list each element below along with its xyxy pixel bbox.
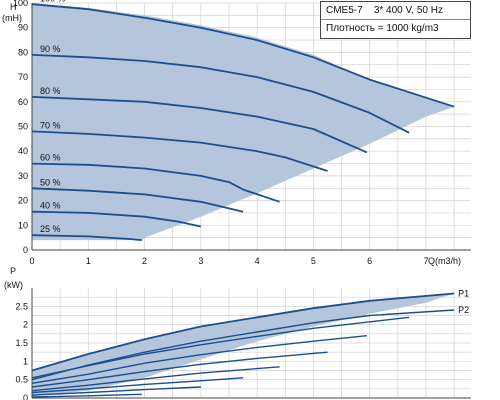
power-chart-tick-labels: 0 0.5 1 1.5 2 2.5 [15,301,28,400]
head-tick-label: 80 [18,47,28,57]
speed-label: 60 % [40,153,61,163]
legend-divider [321,19,470,20]
power-curve [31,335,367,384]
speed-label: 40 % [40,201,61,211]
head-chart-tick-labels: 0 10 20 30 40 50 60 70 80 90 100 0 1 2 3 4 5 6 7 [13,0,429,266]
flow-tick-label: 1 [86,256,91,266]
power-operating-envelope [32,293,455,397]
power-tick-label: 0 [23,393,28,400]
power-chart-envelope [32,293,455,397]
flow-tick-label: 2 [142,256,147,266]
power-curve [31,309,455,381]
power-curve [31,386,201,396]
flow-axis-label: Q(m3/h) [428,256,461,266]
power-supply: 3* 400 V, 50 Hz [373,5,443,16]
flow-tick-label: 5 [311,256,316,266]
head-curve-70-percent [31,130,328,172]
power-curve [31,292,455,372]
head-tick-label: 20 [18,196,28,206]
power-chart-curve-labels: P1 P2 [458,289,469,316]
power-axis-label: P [10,266,16,276]
power-series-label: P2 [458,305,469,315]
power-chart-axes [31,288,471,399]
head-chart-curves [31,3,455,241]
power-curve [31,366,280,392]
head-axis-label: H [10,2,17,12]
speed-label: 90 % [40,44,61,54]
flow-tick-label: 3 [198,256,203,266]
head-tick-label: 60 [18,97,28,107]
power-series-label: P1 [458,289,469,299]
power-curve [31,316,410,379]
pump-model: CME5-7 [326,5,363,16]
speed-label: 25 % [40,224,61,234]
head-curve-100-percent [31,3,455,108]
head-tick-label: 90 [18,23,28,33]
head-curve-80-percent [31,96,368,154]
head-chart-curve-labels: 100 % 90 % 80 % 70 % 60 % 50 % 40 % 25 % [40,0,66,234]
flow-tick-label: 4 [255,256,260,266]
speed-label: 50 % [40,177,61,187]
head-operating-envelope [32,3,455,241]
head-tick-label: 40 [18,146,28,156]
speed-label: 70 % [40,120,61,130]
head-tick-label: 0 [23,245,28,255]
power-tick-label: 0.5 [15,375,28,385]
power-tick-label: 2.5 [15,301,28,311]
flow-tick-label: 0 [29,256,34,266]
power-chart-curves [31,292,455,398]
head-curve-40-percent [31,210,201,228]
power-axis-unit: (kW) [4,280,23,290]
power-curve [31,393,142,398]
power-curve [31,351,328,388]
head-chart-envelope [32,3,455,241]
flow-tick-label: 6 [367,256,372,266]
head-curve-90-percent [31,54,410,134]
head-tick-label: 70 [18,72,28,82]
power-tick-label: 1 [23,356,28,366]
speed-label: 80 % [40,86,61,96]
power-tick-label: 1.5 [15,338,28,348]
power-curve [31,377,244,394]
power-tick-label: 2 [23,320,28,330]
head-tick-label: 30 [18,171,28,181]
speed-label: 100 % [40,0,66,3]
fluid-density: Плотность = 1000 kg/m3 [326,23,439,34]
head-curve-25-percent [31,234,142,241]
head-tick-label: 100 [13,0,28,8]
head-tick-label: 50 [18,122,28,132]
chart-legend-box: CME5-7 3* 400 V, 50 Hz Плотность = 1000 … [320,1,471,39]
head-curve-50-percent [31,187,244,213]
head-tick-label: 10 [18,220,28,230]
flow-tick-label: 7 [423,256,428,266]
head-curve-60-percent [31,162,280,203]
head-axis-unit: (mH) [2,13,22,23]
head-chart-axes [31,3,471,251]
